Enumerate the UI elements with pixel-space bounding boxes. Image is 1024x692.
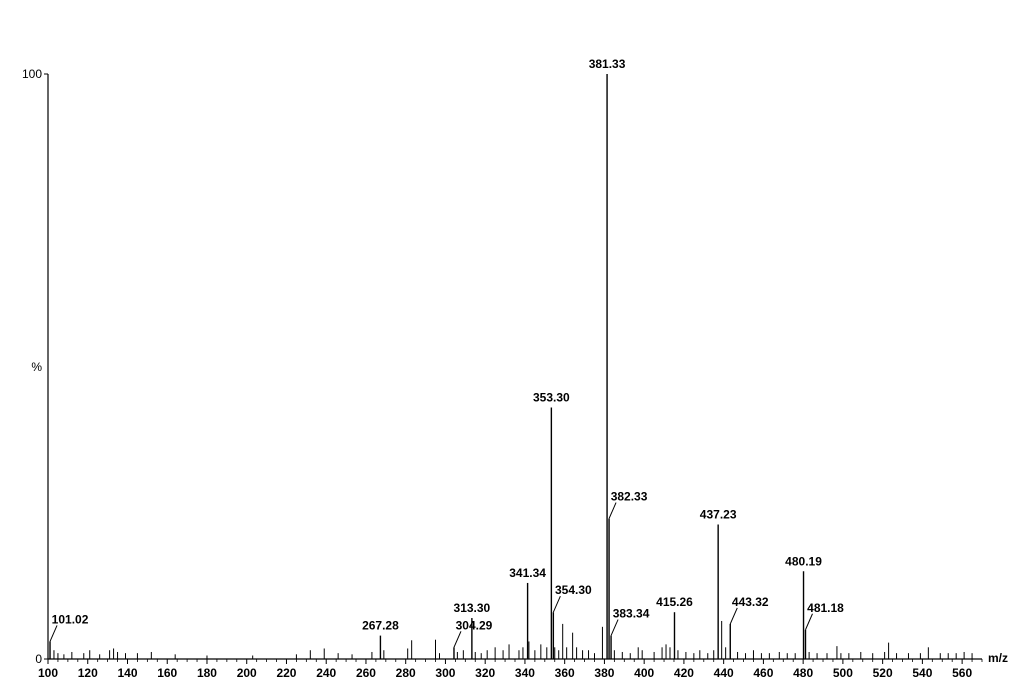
x-tick-label: 340 [515,666,535,680]
x-tick-label: 280 [396,666,416,680]
x-tick-label: 520 [873,666,893,680]
peak-label: 313.30 [454,601,491,615]
peak-leader-line [453,631,462,648]
peak-label: 480.19 [785,554,822,568]
peak-label: 267.28 [362,619,399,633]
peak-label: 101.02 [52,612,89,626]
peak-label: 437.23 [700,507,737,521]
x-tick-label: 180 [197,666,217,680]
y-tick-label-100: 100 [22,67,42,81]
x-ticks: 100 120 140 160 180 200 220 240 260 280 300 320 340 3… [38,659,983,680]
peak-label: 415.26 [656,595,693,609]
x-tick-label: 560 [952,666,972,680]
axes: 100 % 0 m/z [22,67,1008,666]
peak-leader-line [805,613,813,630]
x-tick-label: 320 [475,666,495,680]
x-tick-label: 120 [78,666,98,680]
x-tick-label: 160 [157,666,177,680]
peak-leader-line [552,595,561,613]
spectrum-peaks [49,74,973,659]
y-axis-label: % [31,360,42,374]
peak-label: 381.33 [589,57,626,71]
peak-labels: 101.02 267.28 304.29 313.30 341.34 353.30 354.… [49,57,844,648]
peak-label: 353.30 [533,390,570,404]
x-tick-label: 220 [276,666,296,680]
x-tick-label: 460 [753,666,773,680]
x-tick-label: 260 [356,666,376,680]
x-tick-label: 540 [912,666,932,680]
peak-leader-line [608,502,617,519]
x-tick-label: 300 [435,666,455,680]
x-tick-label: 500 [833,666,853,680]
peak-leader-line [729,607,738,625]
x-tick-label: 480 [793,666,813,680]
x-tick-label: 380 [594,666,614,680]
peak-label: 341.34 [509,566,546,580]
x-tick-label: 200 [237,666,257,680]
peak-label: 382.33 [611,490,648,504]
x-tick-label: 140 [117,666,137,680]
x-axis-label: m/z [988,651,1008,665]
x-tick-label: 240 [316,666,336,680]
peak-label: 383.34 [613,607,650,621]
peak-label: 354.30 [555,583,592,597]
peak-label: 304.29 [456,618,493,632]
peak-label: 443.32 [732,595,769,609]
x-tick-label: 100 [38,666,58,680]
x-tick-label: 420 [674,666,694,680]
peak-leader-line [49,625,58,642]
x-tick-label: 400 [634,666,654,680]
peak-leader-line [610,619,619,636]
y-tick-label-0: 0 [35,652,42,666]
x-tick-label: 360 [555,666,575,680]
x-tick-label: 440 [714,666,734,680]
peak-label: 481.18 [807,601,844,615]
